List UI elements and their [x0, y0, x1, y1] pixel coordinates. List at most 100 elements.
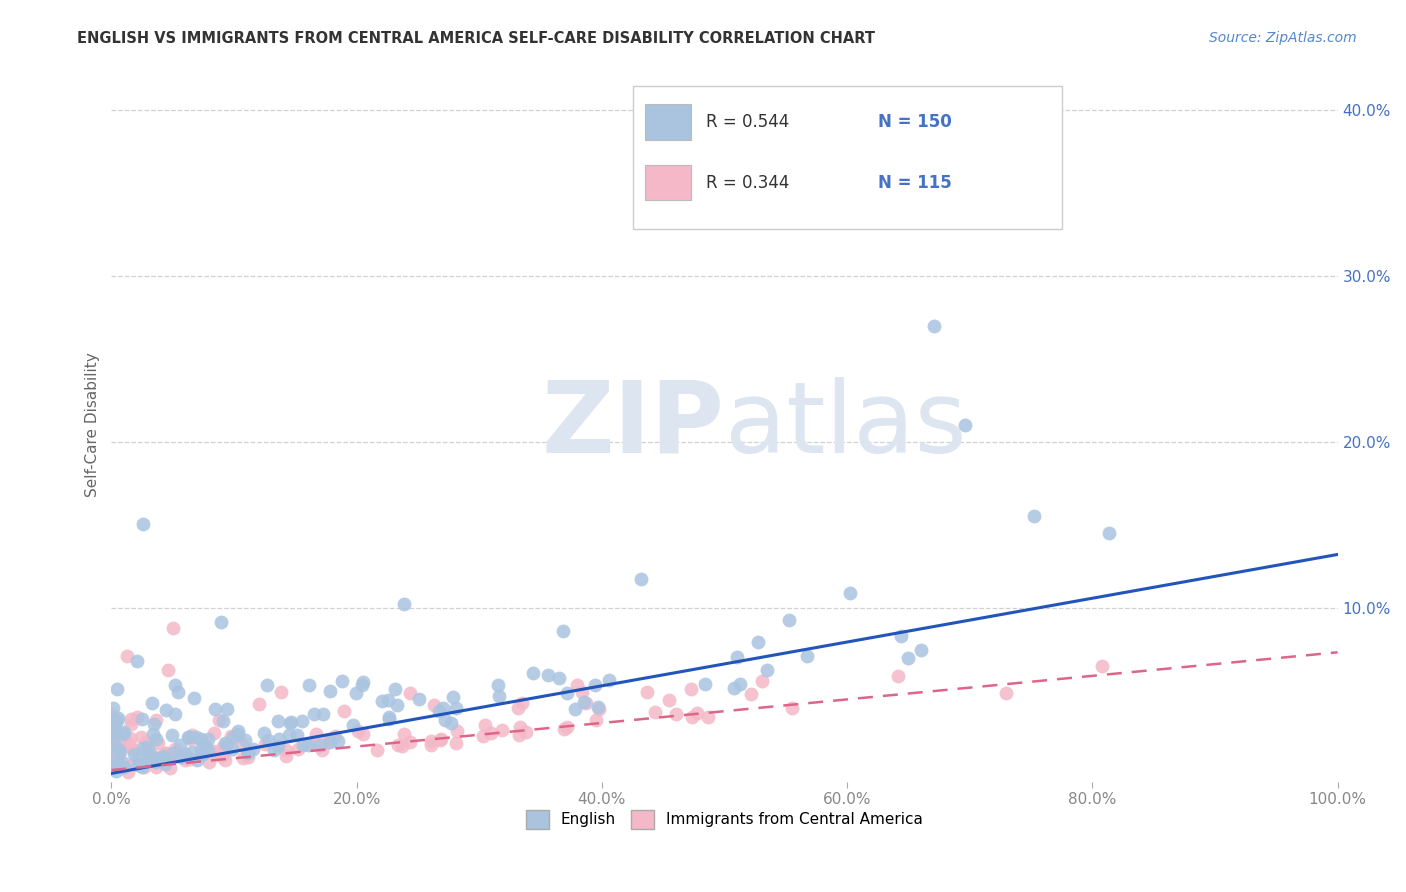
Point: [105, 714, 128, 729]
Point: [141, 696, 163, 710]
Point: [740, 687, 762, 701]
Point: [190, 748, 212, 763]
Point: [214, 753, 236, 767]
Point: [153, 746, 176, 760]
Point: [274, 748, 297, 763]
Point: [100, 719, 122, 733]
Point: [214, 736, 236, 750]
Point: [686, 706, 709, 720]
Point: [548, 671, 571, 685]
Point: [202, 726, 225, 740]
Point: [155, 757, 177, 772]
Point: [588, 702, 610, 716]
Point: [181, 728, 204, 742]
Point: [1098, 525, 1121, 540]
Point: [162, 728, 184, 742]
Point: [146, 736, 169, 750]
Point: [392, 727, 415, 741]
Point: [156, 663, 179, 677]
Point: [180, 731, 202, 746]
Point: [665, 706, 688, 721]
Point: [385, 698, 408, 712]
Point: [145, 751, 167, 765]
Point: [839, 585, 862, 599]
Point: [219, 730, 242, 744]
Point: [515, 724, 537, 739]
Point: [190, 732, 212, 747]
Point: [222, 730, 245, 744]
Point: [115, 649, 138, 664]
Point: [586, 700, 609, 714]
Point: [193, 738, 215, 752]
Point: [440, 716, 463, 731]
Point: [887, 669, 910, 683]
Point: [103, 727, 125, 741]
Point: [347, 723, 370, 738]
Point: [101, 725, 124, 739]
Point: [179, 751, 201, 765]
Point: [104, 759, 127, 773]
Point: [302, 736, 325, 750]
Point: [420, 734, 443, 748]
Point: [292, 738, 315, 752]
Point: [474, 717, 496, 731]
Point: [693, 677, 716, 691]
Point: [108, 747, 131, 761]
Point: [305, 727, 328, 741]
Point: [211, 747, 233, 762]
Point: [287, 741, 309, 756]
Point: [165, 706, 187, 721]
Point: [233, 733, 256, 747]
Point: [302, 706, 325, 721]
Point: [120, 740, 142, 755]
Point: [488, 689, 510, 703]
Point: [169, 738, 191, 752]
Point: [181, 745, 204, 759]
Point: [131, 760, 153, 774]
Point: [995, 686, 1018, 700]
Point: [352, 675, 374, 690]
Point: [522, 666, 544, 681]
Point: [100, 706, 122, 721]
Point: [177, 731, 200, 745]
Point: [155, 703, 177, 717]
Point: [585, 713, 607, 727]
Point: [111, 739, 134, 753]
Point: [153, 752, 176, 766]
Point: [658, 693, 681, 707]
Point: [143, 750, 166, 764]
Point: [101, 731, 124, 745]
Point: [725, 650, 748, 665]
Point: [221, 742, 243, 756]
Point: [644, 706, 666, 720]
Point: [165, 678, 187, 692]
Point: [110, 755, 132, 769]
Point: [209, 615, 232, 629]
Point: [142, 727, 165, 741]
Point: [101, 717, 124, 731]
Point: [408, 691, 430, 706]
Point: [136, 739, 159, 754]
Point: [291, 714, 314, 728]
Point: [432, 701, 454, 715]
Point: [583, 678, 606, 692]
Point: [256, 678, 278, 692]
Point: [263, 743, 285, 757]
Point: [231, 737, 253, 751]
Point: [131, 516, 153, 531]
Point: [163, 742, 186, 756]
Point: [696, 710, 718, 724]
Point: [509, 720, 531, 734]
Point: [208, 714, 231, 728]
Point: [107, 711, 129, 725]
Point: [755, 663, 778, 677]
Point: [598, 673, 620, 687]
Point: [101, 712, 124, 726]
Point: [236, 745, 259, 759]
Point: [108, 734, 131, 748]
Point: [274, 743, 297, 757]
Point: [100, 748, 122, 763]
Point: [1024, 509, 1046, 524]
Point: [127, 758, 149, 772]
Point: [197, 731, 219, 746]
